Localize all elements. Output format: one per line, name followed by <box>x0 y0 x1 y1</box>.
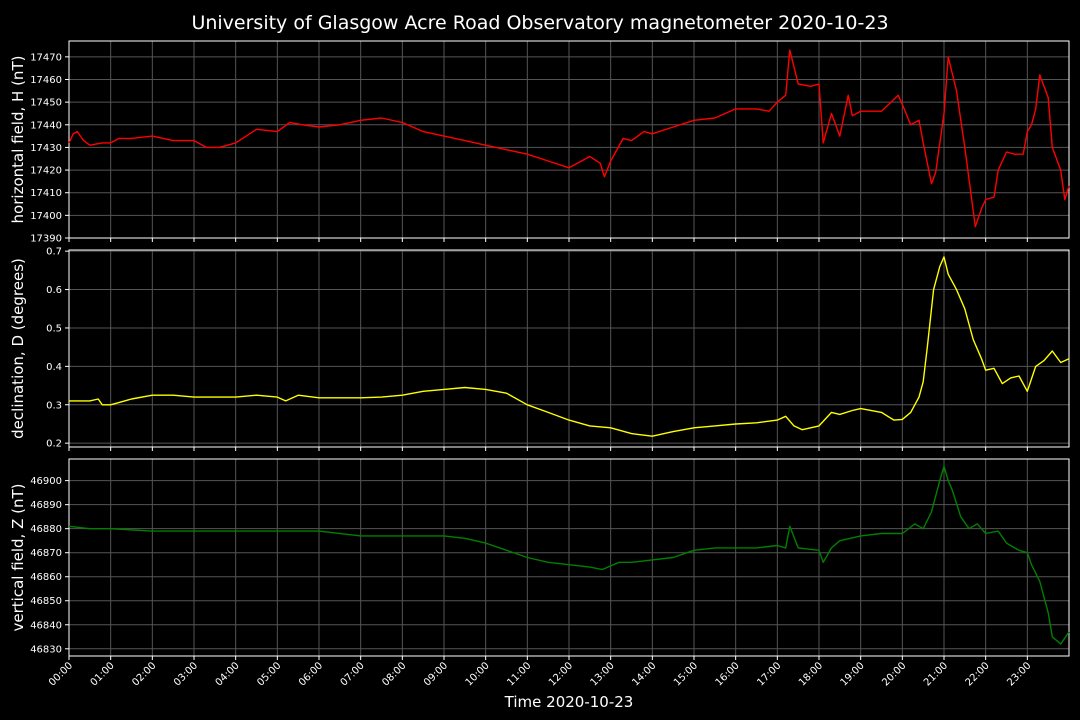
y-tick-label: 17400 <box>30 211 62 222</box>
y-tick-label: 0.6 <box>46 285 62 296</box>
y-tick-label: 46870 <box>30 548 62 559</box>
y-tick-label: 17460 <box>30 75 62 86</box>
y-tick-label: 46900 <box>30 476 62 487</box>
y-tick-label: 17390 <box>30 234 62 245</box>
y-axis-label: vertical field, Z (nT) <box>9 483 27 631</box>
y-tick-label: 0.2 <box>46 439 62 450</box>
series-line <box>68 465 1070 645</box>
y-tick-label: 17470 <box>30 52 62 63</box>
y-tick-label: 17410 <box>30 188 62 199</box>
plot-frame <box>68 249 1070 448</box>
y-tick-label: 17450 <box>30 98 62 109</box>
y-tick-label: 17440 <box>30 120 62 131</box>
panel-2: 0.2 0.3 0.4 0.5 0.6 0.7 declination, D (degree… <box>9 247 1070 451</box>
y-tick-label: 0.3 <box>46 400 62 411</box>
y-tick-label: 0.5 <box>46 323 62 334</box>
y-tick-label: 17430 <box>30 143 62 154</box>
y-axis-label: horizontal field, H (nT) <box>9 56 27 224</box>
y-tick-label: 17420 <box>30 166 62 177</box>
y-tick-label: 46860 <box>30 572 62 583</box>
y-tick-label: 46850 <box>30 596 62 607</box>
series-line <box>69 256 1070 437</box>
y-axis-label: declination, D (degrees) <box>9 258 27 439</box>
chart-title: University of Glasgow Acre Road Observat… <box>191 12 888 34</box>
y-tick-label: 46830 <box>30 644 62 655</box>
plot-frame <box>68 40 1070 239</box>
series-line <box>68 49 1070 228</box>
y-tick-label: 46880 <box>30 524 62 535</box>
panel-1: 17390 17400 17410 17420 17430 17440 17450 17460… <box>9 40 1070 245</box>
y-tick-label: 0.7 <box>46 247 62 258</box>
y-tick-label: 0.4 <box>46 362 62 373</box>
plot-frame <box>68 458 1070 657</box>
y-tick-label: 46890 <box>30 500 62 511</box>
y-tick-label: 46840 <box>30 620 62 631</box>
x-axis-label: Time 2020-10-23 <box>504 693 634 711</box>
